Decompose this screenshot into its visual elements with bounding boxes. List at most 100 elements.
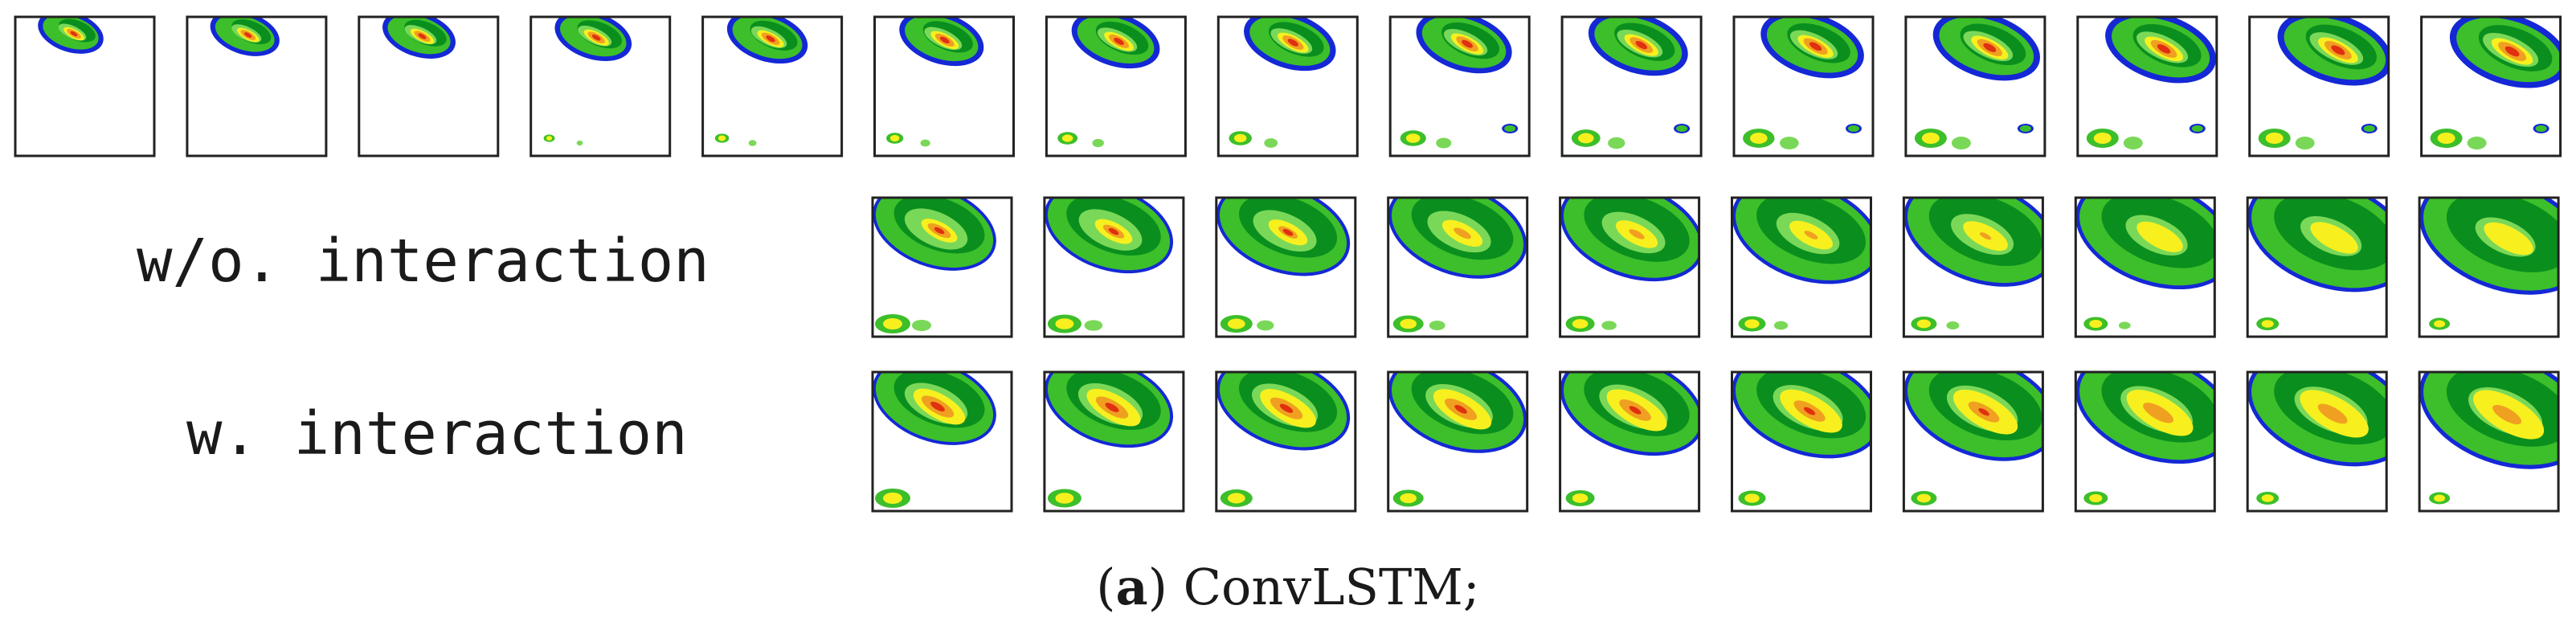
cell-yellow	[1916, 493, 1932, 503]
radar-echo	[1388, 371, 1527, 507]
frame-border	[2074, 370, 2216, 513]
without-interaction-frame-7	[1902, 196, 2044, 338]
frame-border	[1045, 15, 1187, 157]
cell-green	[2535, 125, 2547, 132]
cell-yellow	[1227, 493, 1245, 504]
cell-light-green	[748, 140, 757, 146]
echo-orange	[2317, 403, 2348, 424]
caption-letter: a	[1115, 558, 1148, 616]
caption-paren-close: )	[1147, 558, 1167, 616]
radar-echo	[1903, 371, 2044, 505]
ground-truth-frame-15	[2420, 15, 2562, 157]
cell-yellow	[2089, 493, 2103, 503]
frame-border	[2418, 196, 2560, 338]
radar-echo	[1914, 16, 2040, 149]
radar-echo	[1229, 16, 1336, 148]
echo-red	[418, 33, 427, 39]
frame-border	[1904, 15, 2046, 157]
frame-border	[1902, 370, 2044, 513]
frame-border	[1388, 15, 1531, 157]
radar-echo	[2419, 197, 2560, 330]
frame-border	[2074, 196, 2216, 338]
with-interaction-frame-10	[2418, 370, 2560, 513]
frame-border	[873, 15, 1015, 157]
cell-light-green	[920, 139, 930, 147]
with-interaction-frame-5	[1559, 370, 1701, 513]
echo-yellow	[2310, 222, 2358, 254]
radar-echo	[2430, 16, 2562, 149]
cell-light-green	[1429, 321, 1445, 330]
cell-light-green	[2467, 137, 2487, 149]
cell-yellow	[1744, 493, 1760, 503]
echo-red	[1803, 407, 1816, 415]
radar-echo	[1571, 16, 1691, 149]
radar-echo	[1388, 197, 1527, 333]
cell-light-green	[576, 140, 583, 146]
caption-paren-open: (	[1096, 558, 1116, 616]
without-interaction-frame-1	[871, 196, 1013, 338]
cell-yellow	[2265, 133, 2284, 144]
radar-echo	[1216, 197, 1351, 333]
echo-red	[1983, 43, 1997, 52]
echo-red	[2504, 46, 2520, 57]
radar-echo	[1732, 371, 1872, 506]
ground-truth-frame-11	[1732, 15, 1875, 157]
with-interaction-frame-6	[1731, 370, 1872, 513]
cell-yellow	[1400, 318, 1417, 329]
cell-light-green	[1084, 320, 1103, 331]
without-interaction-frame-9	[2246, 196, 2388, 338]
echo-red	[591, 34, 601, 41]
frame-border	[1215, 370, 1357, 513]
radar-echo	[382, 16, 456, 59]
row-label-without-interaction: w/o. interaction	[137, 227, 709, 296]
ground-truth-frame-12	[1904, 15, 2046, 157]
cell-light-green	[1946, 321, 1960, 329]
frame-border	[1902, 196, 2044, 338]
cell-yellow	[1921, 133, 1940, 144]
cell-yellow	[1061, 134, 1073, 142]
with-interaction-frame-9	[2246, 370, 2388, 513]
with-interaction-frame-2	[1043, 370, 1185, 513]
with-interaction-frame-3	[1215, 370, 1357, 513]
frame-border	[1215, 196, 1357, 338]
cell-light-green	[1092, 138, 1104, 148]
without-interaction-frame-10	[2418, 196, 2560, 338]
with-interaction-frame-7	[1902, 370, 2044, 513]
cell-green	[1676, 125, 1688, 132]
frame-border	[2076, 15, 2218, 157]
radar-echo	[543, 16, 632, 146]
echo-red	[1287, 39, 1298, 47]
cell-light-green	[1773, 321, 1789, 330]
cell-yellow	[718, 135, 726, 141]
echo-red	[1454, 404, 1467, 414]
with-interaction-frame-4	[1387, 370, 1529, 513]
cell-yellow	[1400, 493, 1417, 504]
cell-yellow	[1572, 493, 1589, 503]
echo-red	[766, 35, 775, 43]
figure-caption: (a) ConvLSTM;	[0, 562, 2576, 612]
radar-echo	[1732, 197, 1872, 332]
radar-echo	[2258, 16, 2390, 149]
cell-yellow	[2093, 133, 2112, 144]
radar-echo	[1743, 16, 1864, 149]
echo-red	[244, 32, 252, 38]
radar-echo	[873, 371, 996, 508]
ground-truth-frame-4	[530, 15, 672, 157]
cell-yellow	[1055, 493, 1074, 504]
radar-echo	[2086, 16, 2217, 149]
frame-border	[530, 15, 672, 157]
echo-red	[1629, 406, 1642, 415]
cell-yellow	[2261, 494, 2274, 502]
echo-orange	[2492, 404, 2522, 425]
ground-truth-frame-2	[186, 15, 328, 157]
cell-light-green	[2295, 137, 2315, 149]
radar-echo	[1216, 371, 1351, 507]
row-label-with-interaction: w. interaction	[186, 399, 688, 468]
frame-border	[2246, 196, 2388, 338]
radar-echo	[873, 197, 996, 333]
frame-border	[1731, 196, 1872, 338]
radar-echo	[1044, 197, 1174, 333]
echo-red	[1462, 39, 1474, 48]
echo-orange	[1804, 231, 1818, 239]
cell-yellow	[889, 134, 900, 142]
